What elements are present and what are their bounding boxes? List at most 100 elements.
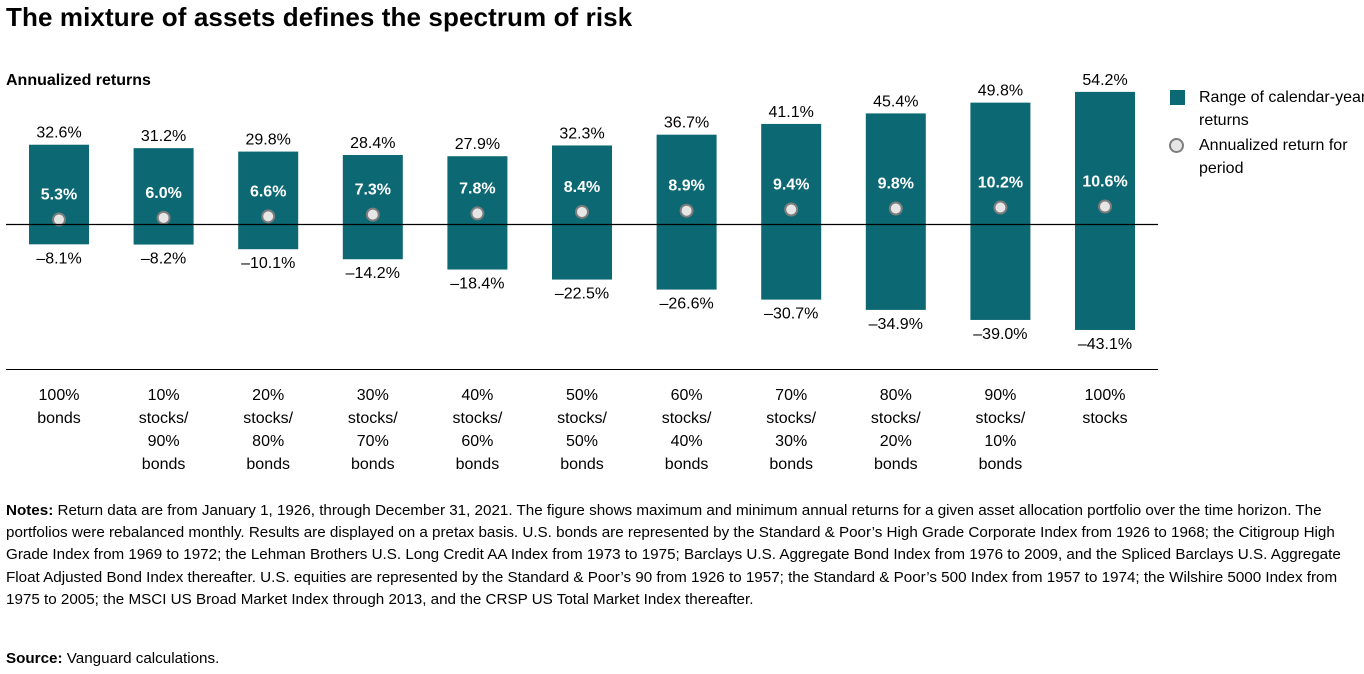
chart-plot: 32.6% –8.1% 5.3% 100% bonds 31.2% –8.2% 6.0% 10%… [6, 72, 1158, 473]
range-bar [133, 148, 194, 245]
category-label: bonds [769, 456, 813, 473]
annualized-label: 7.3% [355, 182, 391, 199]
max-label: 36.7% [664, 115, 709, 132]
min-label: –10.1% [241, 255, 295, 272]
annualized-marker [365, 207, 380, 222]
category-label: bonds [456, 456, 500, 473]
category-label: bonds [560, 456, 604, 473]
annualized-marker [679, 203, 694, 218]
category-label: bonds [37, 410, 81, 427]
annualized-marker [575, 204, 589, 219]
annualized-marker [993, 200, 1008, 215]
chart-title: The mixture of assets defines the spectr… [6, 2, 633, 32]
annualized-label: 9.8% [878, 176, 914, 193]
legend-item-annualized: Annualized return for period [1168, 134, 1364, 180]
max-label: 49.8% [978, 83, 1023, 100]
y-axis-label: Annualized returns [6, 72, 151, 89]
max-label: 28.4% [350, 135, 395, 152]
category-label: 80% [252, 433, 284, 450]
category-label: stocks/ [139, 410, 189, 427]
max-label: 54.2% [1082, 72, 1127, 89]
category-label: 30% [357, 387, 389, 404]
notes-text: Return data are from January 1, 1926, th… [6, 502, 1341, 608]
max-label: 45.4% [873, 93, 918, 110]
max-label: 41.1% [769, 104, 814, 121]
category-label: 30% [775, 433, 807, 450]
chart-legend: Range of calendar-year returns Annualize… [1168, 86, 1364, 182]
max-label: 31.2% [141, 128, 186, 145]
category-label: bonds [665, 456, 709, 473]
source-text: Vanguard calculations. [66, 650, 220, 667]
max-label: 32.3% [559, 125, 604, 142]
category-label: bonds [874, 456, 918, 473]
category-label: bonds [142, 456, 186, 473]
category-label: 20% [252, 387, 284, 404]
min-label: –8.1% [36, 250, 81, 267]
annualized-label: 8.9% [668, 178, 704, 195]
legend-label-range: Range of calendar-year returns [1199, 89, 1364, 129]
annualized-marker [1098, 199, 1112, 214]
annualized-marker [888, 201, 903, 216]
annualized-label: 8.4% [564, 179, 600, 196]
category-label: stocks/ [453, 410, 503, 427]
range-bar [29, 144, 89, 245]
annualized-label: 9.4% [773, 176, 809, 193]
source: Source: Vanguard calculations. [6, 650, 219, 667]
notes-prefix: Notes: [6, 502, 54, 519]
category-label: 70% [357, 433, 389, 450]
category-label: 50% [566, 433, 598, 450]
annualized-label: 10.2% [978, 175, 1023, 192]
category-label: 70% [775, 387, 807, 404]
category-label: 10% [984, 433, 1016, 450]
category-label: 10% [148, 387, 180, 404]
category-label: 40% [671, 433, 703, 450]
annualized-marker [52, 212, 66, 227]
category-label: 100% [1085, 387, 1126, 404]
source-prefix: Source: [6, 650, 63, 667]
min-label: –26.6% [659, 296, 713, 313]
range-bar [238, 151, 299, 250]
category-label: 50% [566, 387, 598, 404]
category-label: stocks/ [766, 410, 816, 427]
category-label: 20% [880, 433, 912, 450]
annualized-label: 10.6% [1082, 174, 1127, 191]
legend-swatch-range [1170, 90, 1185, 105]
category-label: stocks/ [871, 410, 921, 427]
min-label: –30.7% [764, 306, 818, 323]
annualized-marker [156, 210, 171, 225]
min-label: –43.1% [1078, 336, 1132, 353]
category-label: 80% [880, 387, 912, 404]
annualized-label: 6.6% [250, 183, 286, 200]
category-label: bonds [351, 456, 395, 473]
category-label: stocks/ [348, 410, 398, 427]
min-label: –18.4% [450, 276, 504, 293]
annualized-marker [470, 206, 485, 221]
min-label: –34.9% [869, 316, 923, 333]
category-label: stocks/ [976, 410, 1026, 427]
category-label: stocks/ [243, 410, 293, 427]
annualized-label: 6.0% [145, 185, 181, 202]
legend-label-annualized: Annualized return for period [1199, 137, 1348, 177]
max-label: 29.8% [246, 132, 291, 149]
legend-item-range: Range of calendar-year returns [1168, 86, 1364, 132]
annualized-label: 7.8% [459, 180, 495, 197]
category-label: stocks/ [662, 410, 712, 427]
category-label: 60% [671, 387, 703, 404]
annualized-marker [261, 209, 276, 224]
category-label: 90% [984, 387, 1016, 404]
category-label: bonds [979, 456, 1023, 473]
category-label: 40% [461, 387, 493, 404]
category-label: 90% [148, 433, 180, 450]
notes: Notes: Return data are from January 1, 1… [6, 500, 1358, 611]
max-label: 27.9% [455, 136, 500, 153]
category-label: stocks [1082, 410, 1127, 427]
min-label: –22.5% [555, 286, 609, 303]
legend-marker-annualized [1169, 138, 1184, 153]
category-label: bonds [246, 456, 290, 473]
annualized-marker [784, 202, 799, 217]
min-label: –14.2% [346, 265, 400, 282]
max-label: 32.6% [36, 125, 81, 142]
annualized-label: 5.3% [41, 187, 77, 204]
min-label: –39.0% [973, 326, 1027, 343]
range-bar [342, 155, 403, 260]
